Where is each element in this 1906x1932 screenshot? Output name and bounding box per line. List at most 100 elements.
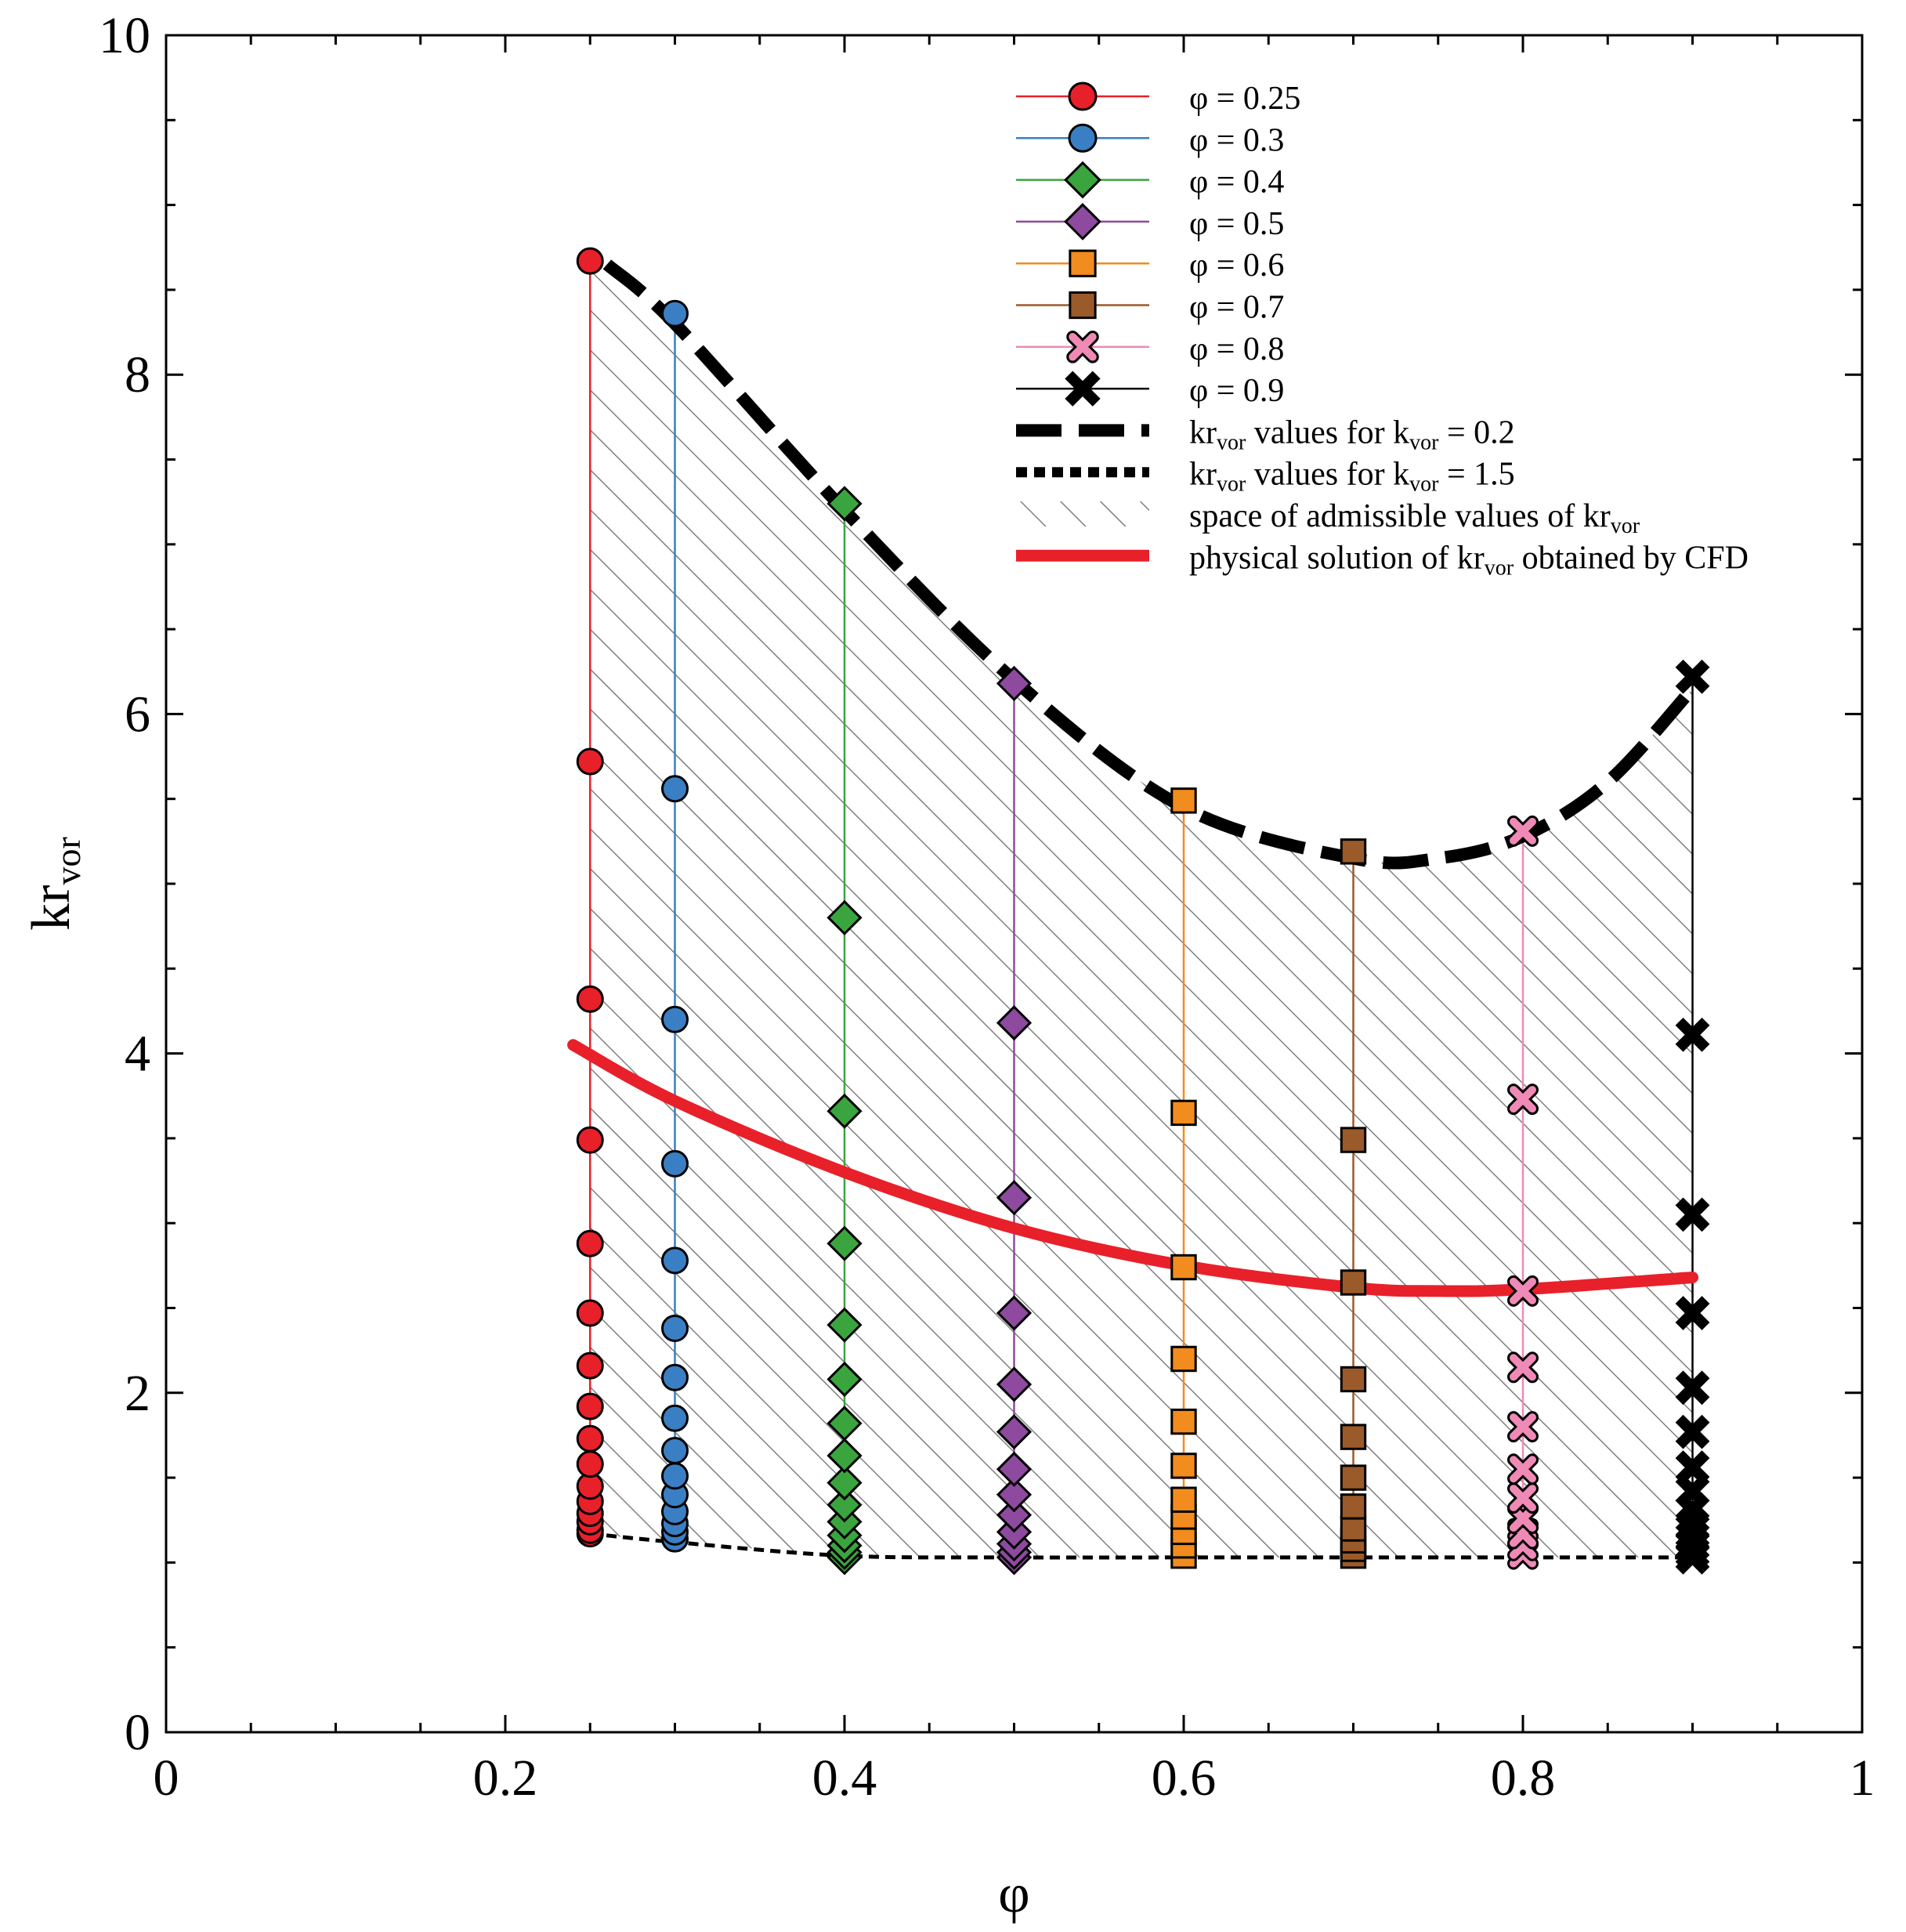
legend-marker [1069,249,1097,277]
legend-label: krvor values for kvor = 0.2 [1189,414,1515,454]
legend-marker [1069,291,1097,320]
x-stroke [1065,371,1101,407]
data-point [996,1414,1033,1450]
data-point [1507,1411,1539,1443]
legend-label-sub: vor [1611,514,1640,538]
data-point [826,1225,863,1261]
legend-item: φ = 0.9 [1016,371,1284,409]
data-point [1675,1474,1710,1509]
data-point [661,1005,689,1033]
legend-label-sub: vor [1485,555,1514,580]
data-point [826,486,863,522]
x-fill [1510,1485,1536,1512]
legend-label-part: obtained by CFD [1514,540,1749,576]
y-axis-title-sub: vor [48,837,88,885]
data-point [996,1295,1033,1331]
legend-label-sub: vor [1217,472,1246,497]
legend-marker [1065,371,1101,407]
y-tick-label: 0 [125,1704,150,1761]
legend-label-part: kr [1189,457,1217,493]
x-tick-label: 0.4 [812,1749,877,1807]
x-stroke [1675,1474,1710,1509]
data-point [1170,1486,1197,1513]
x-tick-label: 0.6 [1152,1749,1217,1807]
data-point [576,985,604,1013]
x-fill [1510,1086,1536,1113]
data-point [996,1451,1033,1487]
x-fill [1069,333,1097,361]
legend-label: krvor values for kvor = 1.5 [1189,457,1515,497]
data-point [996,1366,1033,1402]
legend-label-sub: vor [1409,472,1439,497]
data-point [1675,1414,1710,1449]
data-point [661,299,689,327]
x-tick-label: 0.8 [1491,1749,1556,1807]
data-point [661,1314,689,1342]
legend-label: φ = 0.6 [1189,248,1284,284]
data-point [1340,1424,1367,1450]
data-point [1170,1099,1197,1127]
x-fill [1510,817,1536,845]
legend-item: krvor values for kvor = 0.2 [1016,414,1515,454]
legend-item: φ = 0.7 [1016,290,1284,326]
data-point [1675,1017,1710,1052]
legend-label-part: physical solution of kr [1189,540,1485,576]
x-axis-title: φ [998,1864,1029,1924]
axes [165,34,1864,1734]
data-point [1340,1464,1367,1491]
legend-marker [1066,331,1099,364]
x-fill [1510,1277,1536,1304]
data-point [576,1299,604,1327]
data-point [1507,1351,1539,1384]
data-point [576,1392,604,1420]
data-point [1340,1127,1367,1153]
data-point [661,775,689,803]
y-tick-label: 8 [125,346,150,403]
legend-label-part: kr [1189,414,1217,450]
legend-label: φ = 0.9 [1189,373,1284,409]
data-point [826,1093,863,1129]
legend-label: φ = 0.8 [1189,331,1284,367]
legend-label: space of admissible values of krvor [1189,498,1640,538]
y-tick-label: 4 [125,1026,150,1083]
data-point [576,1126,604,1154]
data-point [826,1361,863,1398]
legend-label-part: space of admissible values of kr [1189,498,1611,534]
data-point [661,1363,689,1391]
legend-marker [1068,123,1098,153]
x-stroke [1675,659,1710,694]
data-point [576,1229,604,1257]
x-tick-label: 0 [154,1749,179,1807]
legend-label-part: values for k [1246,414,1409,450]
legend-item: φ = 0.6 [1016,248,1284,284]
legend-label: φ = 0.4 [1189,165,1284,201]
data-point [996,1477,1033,1513]
lower-dotted-curve [590,1532,1693,1560]
data-point [1507,815,1539,847]
legend-hatch-swatch [1016,501,1149,526]
y-tick-label: 2 [125,1365,150,1422]
data-point [1340,1269,1367,1296]
legend-item: φ = 0.5 [1016,203,1284,242]
data-point [826,1406,863,1442]
data-point [576,747,604,776]
x-fill [1510,1354,1536,1381]
data-point [1675,1197,1710,1232]
legend-label-sub: vor [1217,430,1246,454]
legend-item: φ = 0.3 [1016,122,1284,158]
data-point [996,1497,1033,1533]
x-stroke [1675,1017,1710,1052]
data-point [1170,1345,1197,1373]
hatch-fill [590,261,1693,1558]
legend-marker [1068,81,1098,111]
data-point [1507,1482,1539,1514]
y-axis-title-main: kr [21,885,81,931]
data-point [826,1487,863,1523]
x-stroke [1675,1197,1710,1232]
legend-label-part: = 0.2 [1438,414,1514,450]
legend-label-part: = 1.5 [1438,457,1514,493]
data-point [826,1307,863,1343]
data-point [826,1464,863,1501]
